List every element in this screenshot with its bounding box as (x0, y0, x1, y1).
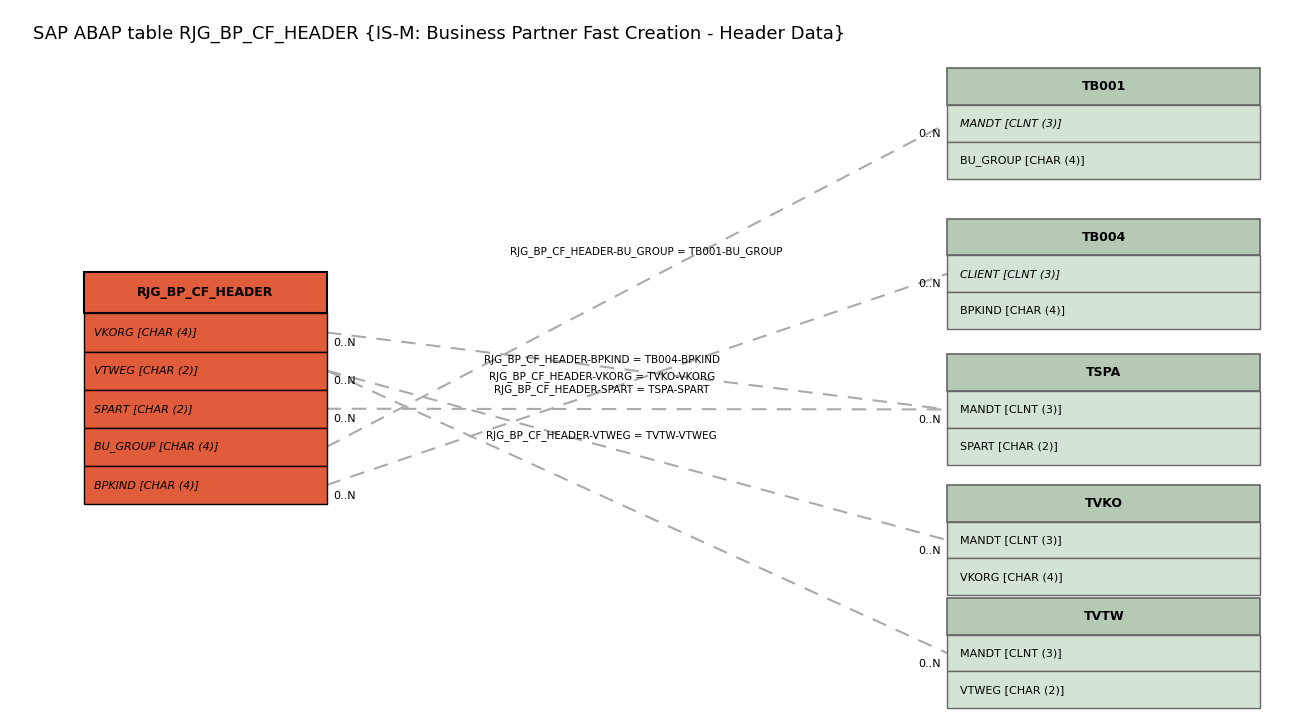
Text: SPART [CHAR (2)]: SPART [CHAR (2)] (94, 404, 193, 414)
FancyBboxPatch shape (946, 428, 1261, 464)
FancyBboxPatch shape (84, 390, 327, 428)
Text: SPART [CHAR (2)]: SPART [CHAR (2)] (959, 441, 1058, 451)
Text: RJG_BP_CF_HEADER-VKORG = TVKO-VKORG: RJG_BP_CF_HEADER-VKORG = TVKO-VKORG (489, 371, 715, 382)
FancyBboxPatch shape (946, 219, 1261, 256)
Text: MANDT [CLNT (3)]: MANDT [CLNT (3)] (959, 405, 1062, 415)
Text: VKORG [CHAR (4)]: VKORG [CHAR (4)] (959, 572, 1063, 582)
FancyBboxPatch shape (946, 634, 1261, 671)
Text: RJG_BP_CF_HEADER-SPART = TSPA-SPART: RJG_BP_CF_HEADER-SPART = TSPA-SPART (494, 384, 710, 395)
Text: VTWEG [CHAR (2)]: VTWEG [CHAR (2)] (959, 685, 1064, 695)
FancyBboxPatch shape (946, 292, 1261, 329)
Text: 0..N: 0..N (918, 659, 941, 669)
Text: BPKIND [CHAR (4)]: BPKIND [CHAR (4)] (959, 305, 1065, 315)
Text: CLIENT [CLNT (3)]: CLIENT [CLNT (3)] (959, 269, 1060, 279)
FancyBboxPatch shape (946, 68, 1261, 105)
FancyBboxPatch shape (84, 272, 327, 313)
FancyBboxPatch shape (946, 522, 1261, 559)
Text: MANDT [CLNT (3)]: MANDT [CLNT (3)] (959, 648, 1062, 658)
Text: 0..N: 0..N (918, 546, 941, 556)
Text: MANDT [CLNT (3)]: MANDT [CLNT (3)] (959, 535, 1062, 545)
Text: RJG_BP_CF_HEADER-BPKIND = TB004-BPKIND: RJG_BP_CF_HEADER-BPKIND = TB004-BPKIND (484, 354, 720, 365)
FancyBboxPatch shape (946, 256, 1261, 292)
Text: TB001: TB001 (1082, 80, 1126, 93)
FancyBboxPatch shape (946, 485, 1261, 522)
Text: TB004: TB004 (1082, 230, 1126, 243)
Text: MANDT [CLNT (3)]: MANDT [CLNT (3)] (959, 119, 1062, 128)
Text: 0..N: 0..N (918, 279, 941, 289)
Text: TVKO: TVKO (1085, 497, 1122, 510)
Text: 0..N: 0..N (334, 414, 356, 424)
FancyBboxPatch shape (946, 391, 1261, 428)
Text: VKORG [CHAR (4)]: VKORG [CHAR (4)] (94, 328, 197, 338)
FancyBboxPatch shape (946, 354, 1261, 391)
Text: SAP ABAP table RJG_BP_CF_HEADER {IS-M: Business Partner Fast Creation - Header D: SAP ABAP table RJG_BP_CF_HEADER {IS-M: B… (32, 24, 844, 43)
FancyBboxPatch shape (84, 428, 327, 466)
Text: 0..N: 0..N (334, 376, 356, 386)
FancyBboxPatch shape (946, 671, 1261, 708)
FancyBboxPatch shape (946, 559, 1261, 595)
Text: BPKIND [CHAR (4)]: BPKIND [CHAR (4)] (94, 480, 199, 490)
Text: TVTW: TVTW (1084, 610, 1124, 623)
Text: RJG_BP_CF_HEADER: RJG_BP_CF_HEADER (137, 287, 273, 300)
Text: BU_GROUP [CHAR (4)]: BU_GROUP [CHAR (4)] (94, 441, 219, 452)
Text: RJG_BP_CF_HEADER-BU_GROUP = TB001-BU_GROUP: RJG_BP_CF_HEADER-BU_GROUP = TB001-BU_GRO… (511, 246, 782, 257)
Text: 0..N: 0..N (918, 129, 941, 139)
Text: TSPA: TSPA (1086, 366, 1121, 379)
Text: 0..N: 0..N (334, 490, 356, 500)
FancyBboxPatch shape (946, 598, 1261, 634)
FancyBboxPatch shape (946, 105, 1261, 142)
Text: RJG_BP_CF_HEADER-VTWEG = TVTW-VTWEG: RJG_BP_CF_HEADER-VTWEG = TVTW-VTWEG (486, 431, 718, 441)
Text: BU_GROUP [CHAR (4)]: BU_GROUP [CHAR (4)] (959, 155, 1085, 166)
Text: VTWEG [CHAR (2)]: VTWEG [CHAR (2)] (94, 366, 198, 376)
FancyBboxPatch shape (84, 466, 327, 504)
Text: 0..N: 0..N (918, 415, 941, 425)
FancyBboxPatch shape (84, 351, 327, 390)
FancyBboxPatch shape (946, 142, 1261, 179)
Text: 0..N: 0..N (334, 338, 356, 348)
FancyBboxPatch shape (84, 313, 327, 351)
